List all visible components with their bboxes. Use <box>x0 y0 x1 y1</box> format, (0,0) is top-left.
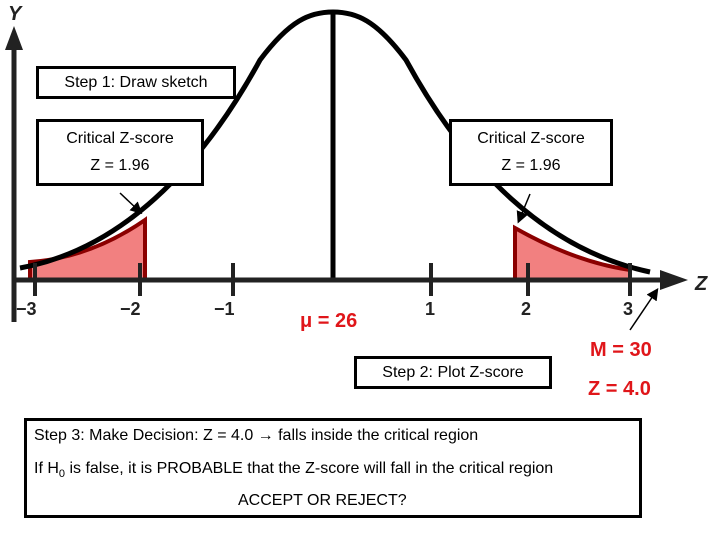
decision-line-1: Step 3: Make Decision: Z = 4.0 → falls i… <box>34 427 479 444</box>
step1-box: Step 1: Draw sketch <box>36 66 236 99</box>
decision-box: Step 3: Make Decision: Z = 4.0 → falls i… <box>24 418 642 518</box>
step2-label: Step 2: Plot Z-score <box>382 363 524 381</box>
left-critical-title: Critical Z-score <box>66 130 174 148</box>
tick-label-neg2: −2 <box>120 299 141 319</box>
left-critical-value: Z = 1.96 <box>90 156 150 174</box>
mu-label: μ = 26 <box>300 310 358 332</box>
right-critical-arrow <box>516 193 531 224</box>
tick-label-neg3: −3 <box>16 299 37 319</box>
tick-label-pos2: 2 <box>521 299 531 319</box>
right-critical-region <box>513 224 632 282</box>
left-critical-box: Critical Z-score Z = 1.96 <box>36 119 204 186</box>
left-critical-arrow <box>119 192 143 215</box>
tick-label-pos1: 1 <box>425 299 435 319</box>
decision-line-3: ACCEPT OR REJECT? <box>238 492 407 509</box>
right-critical-value: Z = 1.96 <box>501 156 561 174</box>
y-axis-label: Y <box>8 3 23 25</box>
step2-box: Step 2: Plot Z-score <box>354 356 552 389</box>
tick-label-pos3: 3 <box>623 299 633 319</box>
decision-line-2-suffix: is false, it is PROBABLE that the Z-scor… <box>65 460 554 477</box>
z-label: Z = 4.0 <box>588 378 651 400</box>
y-axis-arrow <box>5 26 23 50</box>
decision-line-2-subscript: 0 <box>58 468 66 481</box>
x-axis-label: Z <box>694 273 708 295</box>
right-critical-box: Critical Z-score Z = 1.96 <box>449 119 613 186</box>
x-axis-arrow <box>660 270 688 290</box>
right-critical-title: Critical Z-score <box>477 130 585 148</box>
decision-line-2-prefix: If H <box>34 460 59 477</box>
tick-label-neg1: −1 <box>214 299 235 319</box>
m-label: M = 30 <box>590 339 652 361</box>
zscore-pointer-arrow <box>629 288 659 331</box>
step1-label: Step 1: Draw sketch <box>64 73 208 91</box>
left-critical-region <box>28 216 147 282</box>
decision-line-2: If H0 is false, it is PROBABLE that the … <box>34 460 553 480</box>
